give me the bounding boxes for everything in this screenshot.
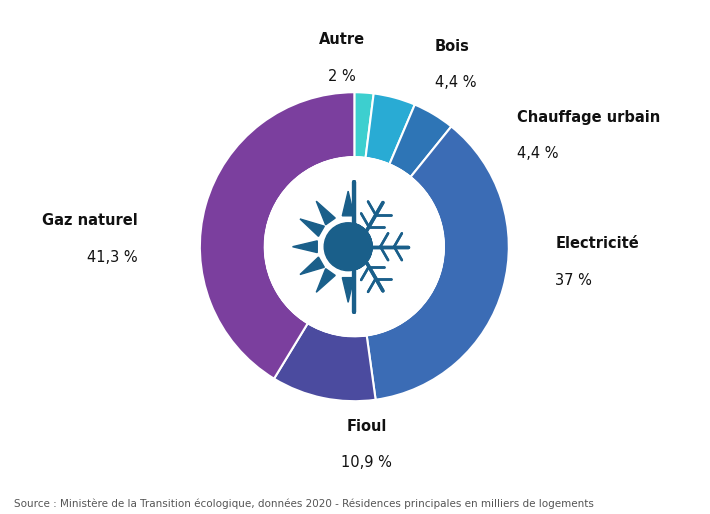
Wedge shape (366, 126, 509, 400)
Polygon shape (316, 269, 335, 292)
Text: 4,4 %: 4,4 % (435, 75, 476, 90)
Polygon shape (300, 257, 324, 274)
Polygon shape (300, 219, 324, 236)
Wedge shape (389, 104, 452, 177)
Wedge shape (280, 173, 354, 321)
Polygon shape (342, 191, 354, 216)
Text: 41,3 %: 41,3 % (87, 250, 138, 265)
Polygon shape (342, 278, 354, 302)
Polygon shape (316, 201, 335, 225)
Text: Autre: Autre (319, 32, 365, 47)
Text: 10,9 %: 10,9 % (342, 455, 392, 470)
Text: Electricité: Electricité (555, 236, 639, 251)
Polygon shape (316, 201, 335, 225)
Polygon shape (316, 269, 335, 292)
Wedge shape (200, 92, 354, 379)
Polygon shape (316, 201, 335, 225)
Polygon shape (342, 191, 354, 216)
Polygon shape (293, 241, 317, 252)
Polygon shape (300, 257, 324, 274)
Polygon shape (293, 241, 317, 252)
Polygon shape (300, 219, 324, 236)
Circle shape (324, 223, 372, 271)
Text: Fioul: Fioul (346, 418, 387, 434)
Wedge shape (354, 92, 373, 158)
Polygon shape (293, 241, 317, 252)
Polygon shape (342, 278, 354, 302)
Wedge shape (274, 323, 376, 401)
Text: 2 %: 2 % (328, 69, 356, 84)
Polygon shape (342, 191, 354, 216)
Polygon shape (342, 191, 354, 216)
Polygon shape (300, 219, 324, 236)
Text: 37 %: 37 % (555, 273, 592, 288)
Polygon shape (342, 278, 354, 302)
Polygon shape (316, 269, 335, 292)
Wedge shape (366, 94, 415, 164)
Polygon shape (293, 241, 317, 252)
Text: Bois: Bois (435, 39, 469, 53)
Polygon shape (300, 257, 324, 274)
Circle shape (324, 223, 372, 271)
Polygon shape (300, 219, 324, 236)
Text: Gaz naturel: Gaz naturel (43, 213, 138, 228)
Circle shape (265, 157, 444, 336)
Polygon shape (300, 257, 324, 274)
Text: Source : Ministère de la Transition écologique, données 2020 - Résidences princi: Source : Ministère de la Transition écol… (14, 499, 594, 509)
Polygon shape (316, 269, 335, 292)
Circle shape (324, 223, 372, 271)
Text: Chauffage urbain: Chauffage urbain (517, 109, 660, 125)
Polygon shape (342, 278, 354, 302)
Polygon shape (316, 201, 335, 225)
Wedge shape (283, 176, 354, 318)
Circle shape (324, 223, 372, 271)
Text: 4,4 %: 4,4 % (517, 146, 558, 161)
Circle shape (265, 157, 444, 336)
Circle shape (265, 157, 444, 336)
